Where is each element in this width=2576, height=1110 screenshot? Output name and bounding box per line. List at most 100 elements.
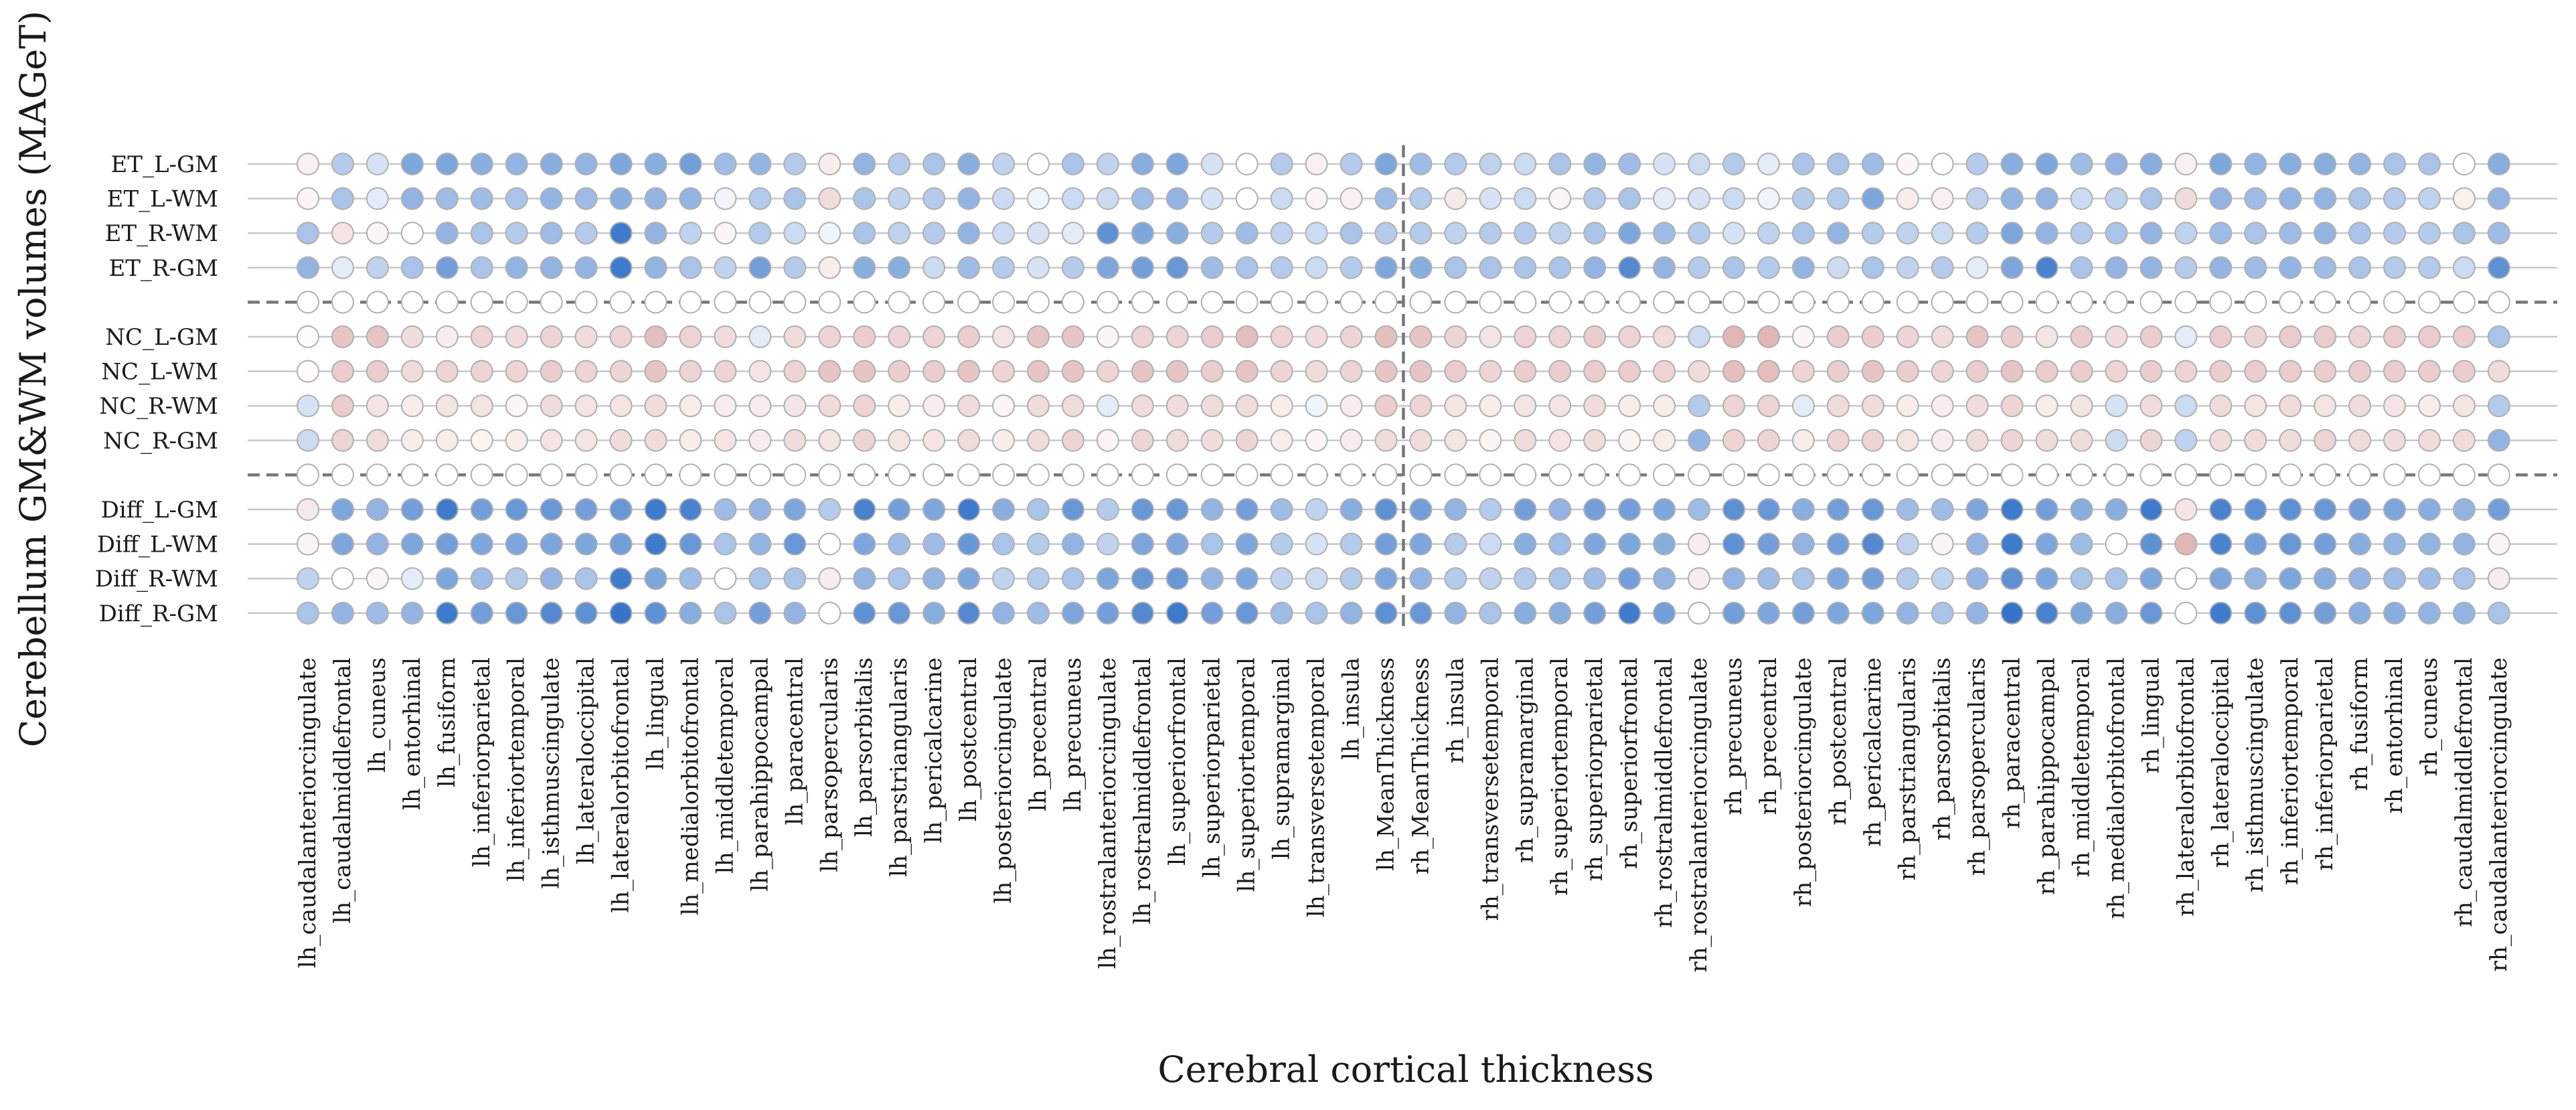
heatmap-dot	[1896, 601, 1919, 625]
heatmap-dot	[1061, 463, 1084, 487]
heatmap-dot	[1861, 325, 1884, 348]
heatmap-dot	[2314, 187, 2337, 210]
heatmap-dot	[2209, 601, 2233, 625]
heatmap-dot	[1374, 291, 1398, 314]
heatmap-dot	[540, 187, 563, 210]
heatmap-dot	[1514, 325, 1537, 348]
heatmap-dot	[2000, 532, 2024, 556]
heatmap-dot	[1826, 394, 1850, 418]
heatmap-dot	[1374, 222, 1398, 245]
heatmap-dot	[2035, 360, 2059, 383]
heatmap-dot	[2035, 256, 2059, 279]
heatmap-dot	[888, 256, 911, 279]
heatmap-dot	[1200, 567, 1224, 590]
column-label: rh_supramarginal	[1512, 657, 1538, 863]
heatmap-dot	[400, 394, 424, 418]
heatmap-dot	[1235, 153, 1259, 175]
heatmap-dot	[540, 291, 563, 314]
heatmap-dot	[1444, 153, 1467, 175]
heatmap-dot	[2209, 463, 2233, 487]
heatmap-dot	[505, 601, 528, 625]
heatmap-dot	[574, 428, 598, 452]
heatmap-dot	[1270, 394, 1293, 418]
heatmap-dot	[818, 601, 841, 625]
heatmap-dot	[2314, 498, 2337, 521]
group-separators	[248, 145, 2557, 632]
heatmap-dot	[2314, 360, 2337, 383]
heatmap-dot	[679, 532, 702, 556]
heatmap-dot	[1861, 498, 1884, 521]
heatmap-dot	[1548, 360, 1572, 383]
heatmap-dot	[1722, 256, 1745, 279]
heatmap-dot	[1896, 428, 1919, 452]
heatmap-dot	[470, 394, 493, 418]
heatmap-dot	[1931, 291, 1954, 314]
heatmap-dot	[2140, 498, 2163, 521]
heatmap-dot	[679, 601, 702, 625]
heatmap-dot	[2140, 256, 2163, 279]
heatmap-dot	[2174, 498, 2198, 521]
heatmap-dot	[679, 153, 702, 175]
heatmap-dot	[853, 187, 876, 210]
heatmap-dot	[540, 325, 563, 348]
heatmap-dot	[505, 256, 528, 279]
heatmap-dot	[1861, 532, 1884, 556]
heatmap-dot	[2140, 187, 2163, 210]
column-label: rh_paracentral	[1999, 657, 2026, 829]
heatmap-dot	[1409, 360, 1433, 383]
column-label: lh_superiorparietal	[1199, 657, 1226, 878]
heatmap-dot	[366, 222, 389, 245]
heatmap-dot	[331, 187, 354, 210]
heatmap-dot	[540, 532, 563, 556]
heatmap-dot	[679, 291, 702, 314]
heatmap-dot	[2070, 463, 2093, 487]
heatmap-dot	[1861, 291, 1884, 314]
heatmap-dot	[714, 187, 737, 210]
heatmap-dot	[540, 428, 563, 452]
heatmap-dot	[2000, 222, 2024, 245]
heatmap-dot	[1165, 256, 1189, 279]
heatmap-dot	[1270, 222, 1293, 245]
heatmap-dot	[714, 360, 737, 383]
heatmap-dot	[1757, 601, 1780, 625]
heatmap-dot	[1374, 153, 1398, 175]
heatmap-dot	[1965, 256, 1989, 279]
heatmap-dot	[1096, 153, 1119, 175]
heatmap-dot	[1131, 498, 1154, 521]
heatmap-dot	[1757, 532, 1780, 556]
heatmap-dot	[331, 256, 354, 279]
heatmap-dot	[1653, 428, 1676, 452]
heatmap-dot	[1409, 567, 1433, 590]
heatmap-dot	[1583, 187, 1607, 210]
heatmap-dot	[1305, 463, 1328, 487]
heatmap-dot	[1444, 498, 1467, 521]
heatmap-dot	[748, 601, 772, 625]
row-label: ET_L-WM	[107, 186, 218, 213]
column-label: rh_postcentral	[1825, 657, 1852, 825]
column-label: lh_superiorfrontal	[1164, 657, 1191, 866]
heatmap-dot	[2487, 325, 2510, 348]
heatmap-dot	[1061, 532, 1084, 556]
heatmap-dot	[1270, 567, 1293, 590]
heatmap-dot	[1235, 394, 1259, 418]
heatmap-dot	[2140, 291, 2163, 314]
heatmap-dot	[1931, 153, 1954, 175]
heatmap-dot	[2035, 428, 2059, 452]
heatmap-dot	[1340, 325, 1363, 348]
column-label: lh_fusiform	[434, 657, 461, 787]
heatmap-dot	[400, 498, 424, 521]
heatmap-dot	[1826, 567, 1850, 590]
heatmap-dot	[783, 325, 807, 348]
heatmap-dot	[1791, 256, 1815, 279]
heatmap-dot	[297, 463, 319, 487]
heatmap-dot	[1340, 463, 1363, 487]
heatmap-dot	[435, 291, 459, 314]
heatmap-dot	[1548, 222, 1572, 245]
heatmap-dot	[1374, 394, 1398, 418]
heatmap-dot	[2244, 153, 2267, 175]
heatmap-dot	[1583, 428, 1607, 452]
heatmap-dot	[1722, 291, 1745, 314]
heatmap-dot	[1757, 325, 1780, 348]
heatmap-dot	[1688, 601, 1710, 625]
